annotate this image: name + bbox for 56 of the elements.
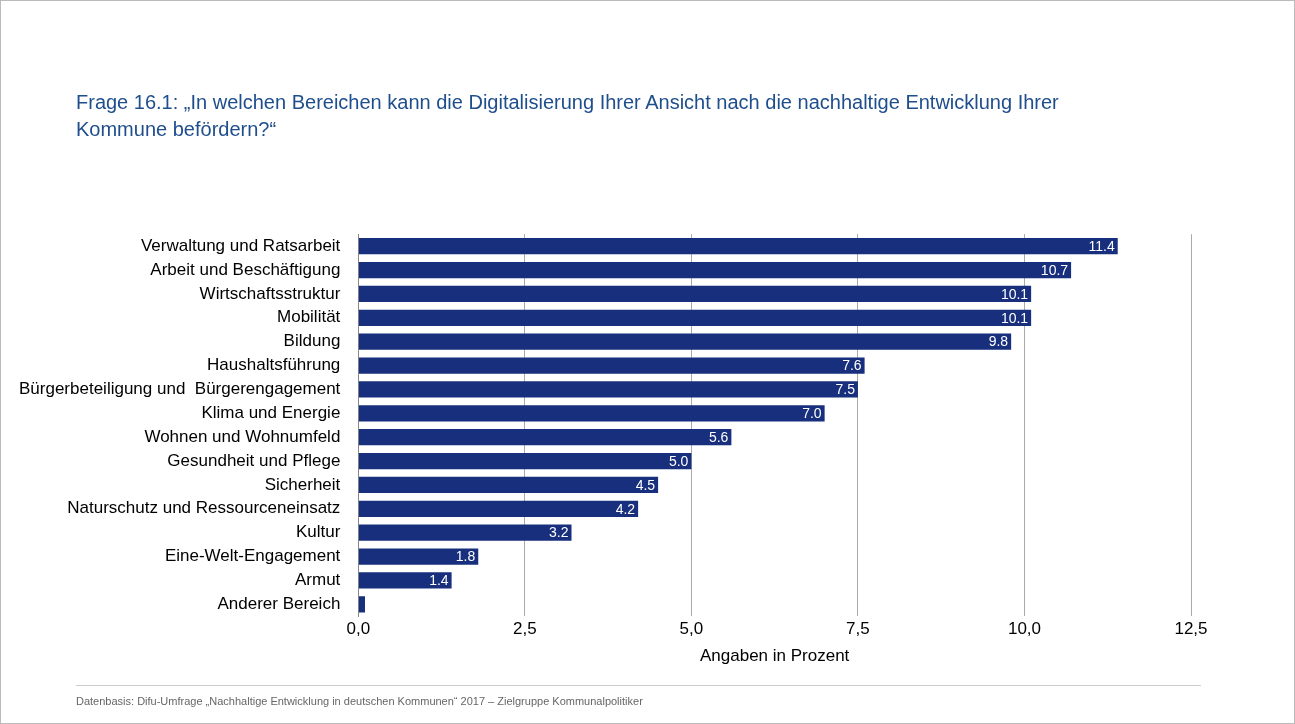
data-label: 4.2 (615, 500, 636, 517)
bar (358, 429, 732, 446)
y-tick-label: Haushaltsführung (207, 355, 341, 375)
x-tick-label: 7,5 (846, 619, 870, 639)
chart-title: Frage 16.1: „In welchen Bereichen kann die Digitalisierung Ihrer Ansicht nach die nachhaltige Entwicklung Ihrer Kommune befördern?“ (76, 90, 1060, 142)
data-label: 5.0 (668, 452, 689, 469)
bar (358, 548, 479, 565)
data-label: 1.8 (455, 548, 476, 565)
data-label: 3.2 (549, 524, 569, 541)
text: Datenbasis: Difu-Umfrage „Nachhaltige Entwicklung in deutschen Kommunen“ 2017 – Zielgruppe Kommunalpolitiker (76, 685, 1201, 707)
bar (358, 333, 1012, 350)
bar (358, 357, 865, 374)
bar (358, 405, 825, 422)
y-tick-label: Naturschutz und Ressourceneinsatz (67, 498, 341, 518)
y-tick-label: Armut (295, 570, 341, 590)
y-tick-label: Anderer Bereich (217, 593, 341, 613)
y-tick-label: Verwaltung und Ratsarbeit (140, 235, 341, 255)
bar (358, 452, 692, 470)
data-label: 4.5 (635, 476, 656, 493)
data-label: 5.6 (708, 429, 729, 445)
y-tick-label: Wohnen und Wohnumfeld (144, 426, 341, 446)
data-label: 7.5 (835, 381, 856, 398)
y-tick-label: Bürgerbeteiligung und Bürgerengagement (19, 379, 341, 399)
y-tick-label: Mobilität (277, 307, 341, 327)
data-label: 7.0 (802, 405, 822, 422)
y-tick-label: Arbeit und Beschäftigung (150, 259, 341, 279)
bar (358, 238, 1118, 255)
data-label: 11.4 (1088, 238, 1115, 254)
y-tick-label: Eine-Welt-Engagement (164, 546, 341, 566)
data-label: 7.6 (842, 357, 862, 374)
data-label: 9.8 (988, 333, 1009, 350)
y-tick-label: Bildung (283, 331, 341, 351)
bar (358, 572, 452, 589)
y-tick-label: Kultur (295, 522, 341, 542)
x-tick-label: 5,0 (679, 619, 704, 639)
data-label: 10.7 (1040, 261, 1069, 278)
y-tick-label: Klima und Energie (201, 402, 341, 422)
bar (358, 500, 639, 517)
bar (358, 476, 659, 494)
x-tick-label: 0,0 (346, 619, 371, 639)
bar (358, 596, 365, 613)
y-tick-label: Wirtschaftsstruktur (199, 283, 341, 303)
bar (358, 261, 1072, 279)
y-tick-label: Sicherheit (264, 474, 341, 494)
x-tick-label: 12,5 (1174, 619, 1208, 639)
bar (358, 285, 1032, 303)
x-axis-title: Angaben in Prozent (700, 646, 850, 666)
x-tick-label: 10,0 (1007, 619, 1042, 639)
bar (358, 381, 858, 398)
data-label: 1.4 (429, 572, 449, 589)
data-label: 10.1 (1000, 285, 1029, 302)
bar (358, 524, 572, 541)
y-tick-label: Gesundheit und Pflege (167, 450, 341, 470)
data-label: 10.1 (1000, 309, 1029, 326)
bar (358, 309, 1032, 326)
x-tick-label: 2,5 (513, 619, 537, 639)
